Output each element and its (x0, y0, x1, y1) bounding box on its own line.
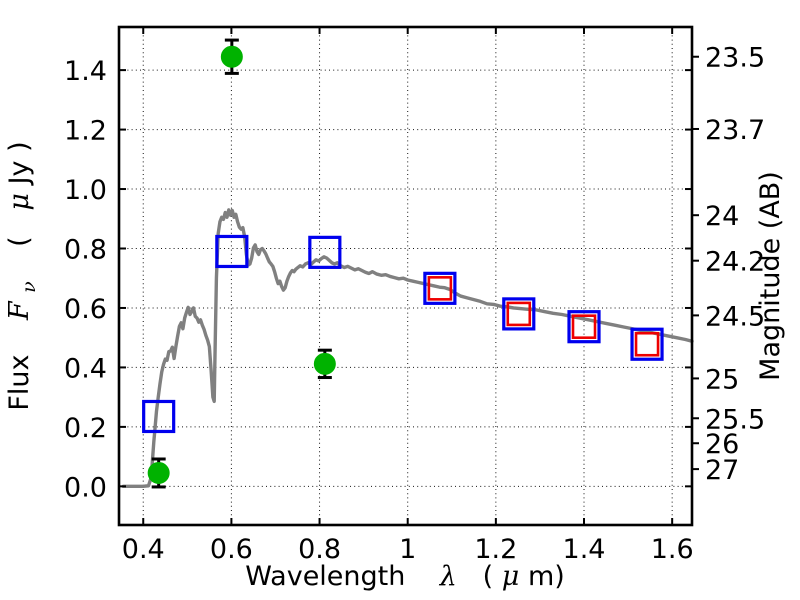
xlabel-word: Wavelength (245, 561, 405, 592)
ylabel-right-text: Magnitude (AB) (755, 171, 786, 381)
model-marker-blue-square (567, 310, 601, 344)
y-axis-right-tick-label: 23.7 (705, 115, 765, 146)
y-axis-right-tick-label: 26 (705, 429, 739, 460)
xlabel-paren-open: ( (483, 561, 494, 592)
y-axis-left-tick-label: 1.2 (64, 116, 107, 147)
y-axis-left-tick-label: 0.0 (64, 472, 107, 503)
y-axis-left-tick-label: 0.4 (64, 353, 107, 384)
y-axis-right-tick-label: 24 (705, 201, 739, 232)
ylabel-mu-symbol: μ (4, 193, 35, 211)
model-marker-red-square (506, 301, 532, 327)
x-axis-tick-label: 1 (399, 534, 416, 565)
ylabel-flux-word: Flux (4, 354, 35, 410)
svg-text:Flux F: Flux F ν ( μ Jy ) (4, 141, 42, 410)
x-axis-title: Wavelength λ ( μ m) (245, 561, 565, 592)
y-axis-left-tick-label: 1.4 (64, 56, 107, 87)
axis-ticks (119, 27, 699, 525)
axis-tick-labels: 0.4 0.6 0.8 1 1.2 1.4 1.6 0.0 0.2 0.4 0.6 0.8 1.0 1.2… (64, 43, 765, 565)
y-axis-left-tick-label: 0.8 (64, 234, 107, 265)
y-axis-left-title: Flux F ν ( μ Jy ) (4, 141, 42, 410)
y-axis-right-tick-label: 25.5 (705, 404, 765, 435)
y-axis-right-tick-label: 23.5 (705, 43, 765, 74)
y-axis-left-tick-label: 0.6 (64, 294, 107, 325)
grid-lines (119, 27, 692, 525)
x-axis-tick-label: 0.6 (210, 534, 253, 565)
model-marker-blue-square (630, 327, 664, 361)
svg-text:Wavelength: Wavelength λ ( μ m) (245, 561, 565, 592)
y-axis-right-tick-label: 25 (705, 364, 739, 395)
model-marker-blue-square (142, 399, 176, 434)
model-marker-red-square (427, 276, 453, 301)
model-marker-blue-square (215, 234, 249, 269)
sed-curve (121, 208, 694, 489)
y-axis-right-tick-label: 27 (705, 455, 739, 486)
model-marker-blue-square (423, 271, 457, 305)
sed-template-line (121, 208, 694, 489)
xlabel-mu-symbol: μ (502, 561, 520, 592)
y-axis-right-tick-label: 24.2 (705, 247, 765, 278)
x-axis-tick-label: 1.2 (474, 534, 517, 565)
data-markers (142, 38, 664, 489)
x-axis-tick-label: 0.8 (298, 534, 341, 565)
xlabel-lambda-symbol: λ (439, 561, 457, 592)
data-point-circle (313, 352, 336, 375)
y-axis-left-tick-label: 0.2 (64, 413, 107, 444)
model-marker-blue-square (502, 297, 536, 331)
xlabel-unit-m: m) (528, 561, 565, 592)
x-axis-tick-label: 0.4 (122, 534, 165, 565)
data-point-circle (220, 45, 243, 68)
x-axis-tick-label: 1.4 (563, 534, 606, 565)
ylabel-F-symbol: F (4, 300, 35, 321)
plot-frame (117, 25, 694, 527)
x-axis-tick-label: 1.6 (651, 534, 694, 565)
data-point-circle (147, 461, 170, 484)
y-axis-left-tick-label: 1.0 (64, 175, 107, 206)
model-marker-red-square (634, 331, 660, 357)
axes-frame (117, 25, 694, 527)
ylabel-paren-open: ( (4, 236, 35, 247)
y-axis-right-tick-label: 24.5 (705, 301, 765, 332)
y-axis-right-title: Magnitude (AB) (755, 171, 786, 381)
model-marker-blue-square (308, 235, 342, 269)
ylabel-unit-rest: Jy ) (4, 141, 35, 186)
ylabel-nu-subscript: ν (18, 281, 40, 293)
model-marker-red-square (571, 314, 597, 339)
